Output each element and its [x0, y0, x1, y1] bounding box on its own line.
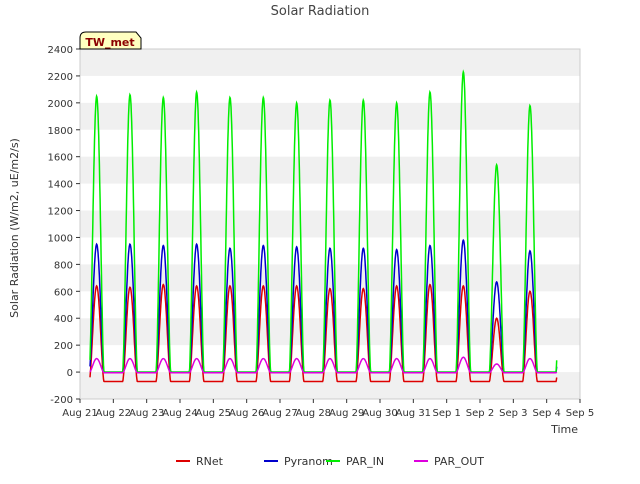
plot-frame [79, 48, 581, 400]
station-badge-label: TW_met [85, 36, 134, 49]
x-tick-label: Aug 25 [196, 408, 231, 419]
series-line-rnet [89, 283, 558, 383]
y-tick-label: 2400 [48, 45, 73, 56]
x-axis-label: Time [550, 423, 578, 436]
y-tick-label: 2000 [48, 99, 73, 110]
x-tick-label: Aug 26 [229, 408, 264, 419]
legend-label-pyranom: Pyranom [284, 455, 333, 468]
grid-band [80, 318, 580, 346]
y-tick-label: 200 [54, 341, 73, 352]
x-tick-label: Aug 31 [396, 408, 431, 419]
x-tick-label: Sep 1 [432, 408, 460, 419]
y-tick-label: -200 [50, 395, 73, 406]
x-tick-label: Sep 2 [466, 408, 494, 419]
y-tick-label: 1800 [48, 126, 73, 137]
y-tick-label: 2200 [48, 72, 73, 83]
y-tick-label: 1600 [48, 153, 73, 164]
plot-lines [89, 69, 558, 383]
x-tick-label: Sep 5 [566, 408, 594, 419]
legend-label-par-out: PAR_OUT [434, 455, 484, 468]
y-axis-label: Solar Radiation (W/m2, uE/m2/s) [8, 138, 21, 318]
y-tick-label: 1000 [48, 233, 73, 244]
station-badge: TW_met [79, 31, 142, 50]
x-tick-label: Aug 22 [96, 408, 131, 419]
background-bands [80, 49, 580, 399]
x-tick-label: Aug 30 [362, 408, 397, 419]
grid-band [80, 264, 580, 292]
y-tick-label: 0 [67, 368, 73, 379]
legend-label-rnet: RNet [196, 455, 224, 468]
x-tick-label: Aug 27 [262, 408, 297, 419]
chart-title: Solar Radiation [271, 4, 370, 19]
x-tick-label: Sep 3 [499, 408, 527, 419]
y-axis: -200 0 200 400 600 800 1000 1200 1400 1600 1800 200… [48, 45, 80, 406]
grid-band [80, 372, 580, 399]
x-tick-label: Sep 4 [532, 408, 560, 419]
x-tick-label: Aug 28 [296, 408, 331, 419]
x-tick-label: Aug 24 [162, 408, 197, 419]
grid-band [80, 49, 580, 76]
y-tick-label: 400 [54, 314, 73, 325]
legend-label-par-in: PAR_IN [346, 455, 384, 468]
grid-band [80, 156, 580, 184]
series-line-par-out [89, 356, 558, 374]
x-tick-label: Aug 29 [329, 408, 364, 419]
y-tick-label: 800 [54, 260, 73, 271]
y-tick-label: 1200 [48, 207, 73, 218]
grid-band [80, 102, 580, 130]
grid-band [80, 210, 580, 238]
x-tick-label: Aug 21 [62, 408, 97, 419]
legend: RNet Pyranom PAR_IN PAR_OUT [176, 455, 484, 468]
y-tick-label: 1400 [48, 180, 73, 191]
x-tick-label: Aug 23 [129, 408, 164, 419]
y-tick-label: 600 [54, 287, 73, 298]
